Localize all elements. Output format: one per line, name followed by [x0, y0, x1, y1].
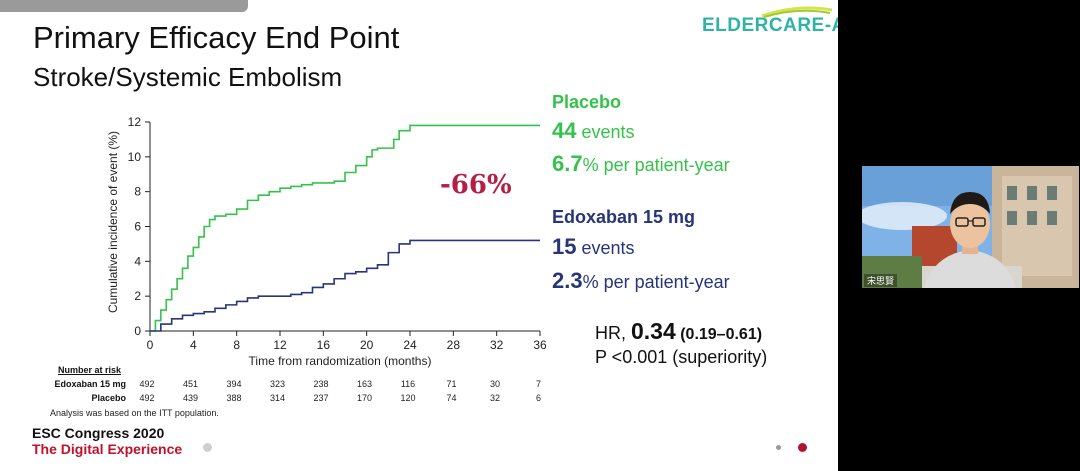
series-placebo-line	[150, 124, 540, 332]
risk-reduction-label: -66%	[440, 170, 512, 200]
nav-dot-active-icon	[798, 443, 807, 452]
legend-placebo-events: 44 events	[552, 118, 635, 144]
y-tick-label: 4	[134, 254, 141, 268]
risk-cell: 451	[182, 379, 199, 389]
y-tick-label: 0	[134, 324, 141, 338]
edoxaban-events-word: events	[576, 238, 635, 258]
x-tick-label: 32	[490, 338, 504, 352]
risk-cell: 74	[446, 393, 457, 403]
risk-cell: 120	[400, 393, 416, 403]
slide-subtitle: Stroke/Systemic Embolism	[33, 62, 343, 92]
risk-cell: 314	[269, 393, 286, 403]
x-tick-label: 20	[360, 338, 374, 352]
risk-cell: 7	[535, 379, 541, 389]
risk-cell: 6	[535, 393, 541, 403]
y-axis-label: Cumulative incidence of event (%)	[106, 131, 120, 313]
legend-edoxaban-rate: 2.3% per patient-year	[552, 268, 730, 294]
risk-cell: 163	[356, 379, 373, 389]
x-tick-label: 36	[533, 338, 547, 352]
legend-edoxaban-events: 15 events	[552, 234, 635, 260]
number-at-risk-header: Number at risk	[58, 365, 122, 375]
x-tick-label: 28	[447, 338, 461, 352]
risk-row-label-placebo: Placebo	[91, 393, 126, 403]
placebo-rate-text: % per patient-year	[582, 155, 730, 175]
risk-row-label-edoxaban: Edoxaban 15 mg	[54, 379, 126, 389]
nav-dot-icon	[776, 445, 781, 450]
legend-edoxaban-name: Edoxaban 15 mg	[552, 207, 696, 227]
risk-cell: 116	[400, 379, 416, 389]
y-tick-label: 12	[128, 115, 142, 129]
risk-cell: 492	[139, 393, 155, 403]
x-tick-label: 0	[147, 338, 154, 352]
y-tick-label: 6	[134, 220, 141, 234]
risk-cell: 237	[313, 393, 329, 403]
risk-cell: 439	[182, 393, 199, 403]
hr-prefix: HR,	[595, 323, 631, 343]
chart-series	[150, 124, 540, 332]
risk-cell: 394	[226, 379, 242, 389]
y-tick-label: 2	[134, 289, 141, 303]
hr-value: 0.34	[631, 318, 676, 344]
risk-cell: 323	[269, 379, 286, 389]
edoxaban-rate-number: 2.3	[552, 268, 583, 293]
risk-cell: 492	[139, 379, 155, 389]
logo-swoosh-icon	[761, 6, 833, 18]
risk-cell: 71	[446, 379, 457, 389]
legend-placebo-name: Placebo	[552, 92, 622, 112]
slide: Primary Efficacy End Point Stroke/System…	[0, 0, 838, 471]
hazard-ratio: HR, 0.34 (0.19–0.61)	[595, 318, 762, 345]
placebo-events-number: 44	[552, 118, 577, 143]
x-tick-label: 4	[190, 338, 197, 352]
speaker-webcam: 宋思賢	[862, 166, 1079, 288]
footnote: Analysis was based on the ITT population…	[50, 408, 219, 418]
conference-subtitle: The Digital Experience	[32, 441, 183, 457]
eldercare-logo: ELDERCARE-AF	[702, 6, 838, 36]
legend-placebo-rate: 6.7% per patient-year	[552, 151, 730, 177]
risk-cell: 238	[313, 379, 329, 389]
x-axis-label: Time from randomization (months)	[249, 354, 432, 368]
x-tick-label: 24	[403, 338, 417, 352]
slide-title: Primary Efficacy End Point	[33, 20, 400, 55]
risk-cell: 170	[356, 393, 373, 403]
participant-name-tag: 宋思賢	[864, 274, 898, 287]
y-tick-label: 8	[134, 185, 141, 199]
speaker-video-icon	[862, 166, 1079, 288]
y-tick-label: 10	[128, 150, 142, 164]
x-tick-label: 8	[233, 338, 240, 352]
p-value: P <0.001 (superiority)	[595, 347, 768, 367]
x-tick-label: 16	[317, 338, 331, 352]
risk-cell: 32	[489, 393, 500, 403]
edoxaban-rate-text: % per patient-year	[582, 272, 730, 292]
conference-title: ESC Congress 2020	[32, 425, 165, 441]
logo-text: ELDERCARE-AF	[702, 15, 838, 36]
edoxaban-events-number: 15	[552, 234, 577, 259]
placebo-rate-number: 6.7	[552, 151, 583, 176]
hr-ci: (0.19–0.61)	[675, 326, 763, 343]
risk-cell: 388	[226, 393, 242, 403]
slide-dot-icon	[203, 443, 212, 452]
placebo-events-word: events	[576, 122, 635, 142]
top-bar	[0, 0, 248, 12]
risk-cell: 30	[489, 379, 500, 389]
x-tick-label: 12	[273, 338, 287, 352]
series-edoxaban-line	[150, 239, 540, 332]
